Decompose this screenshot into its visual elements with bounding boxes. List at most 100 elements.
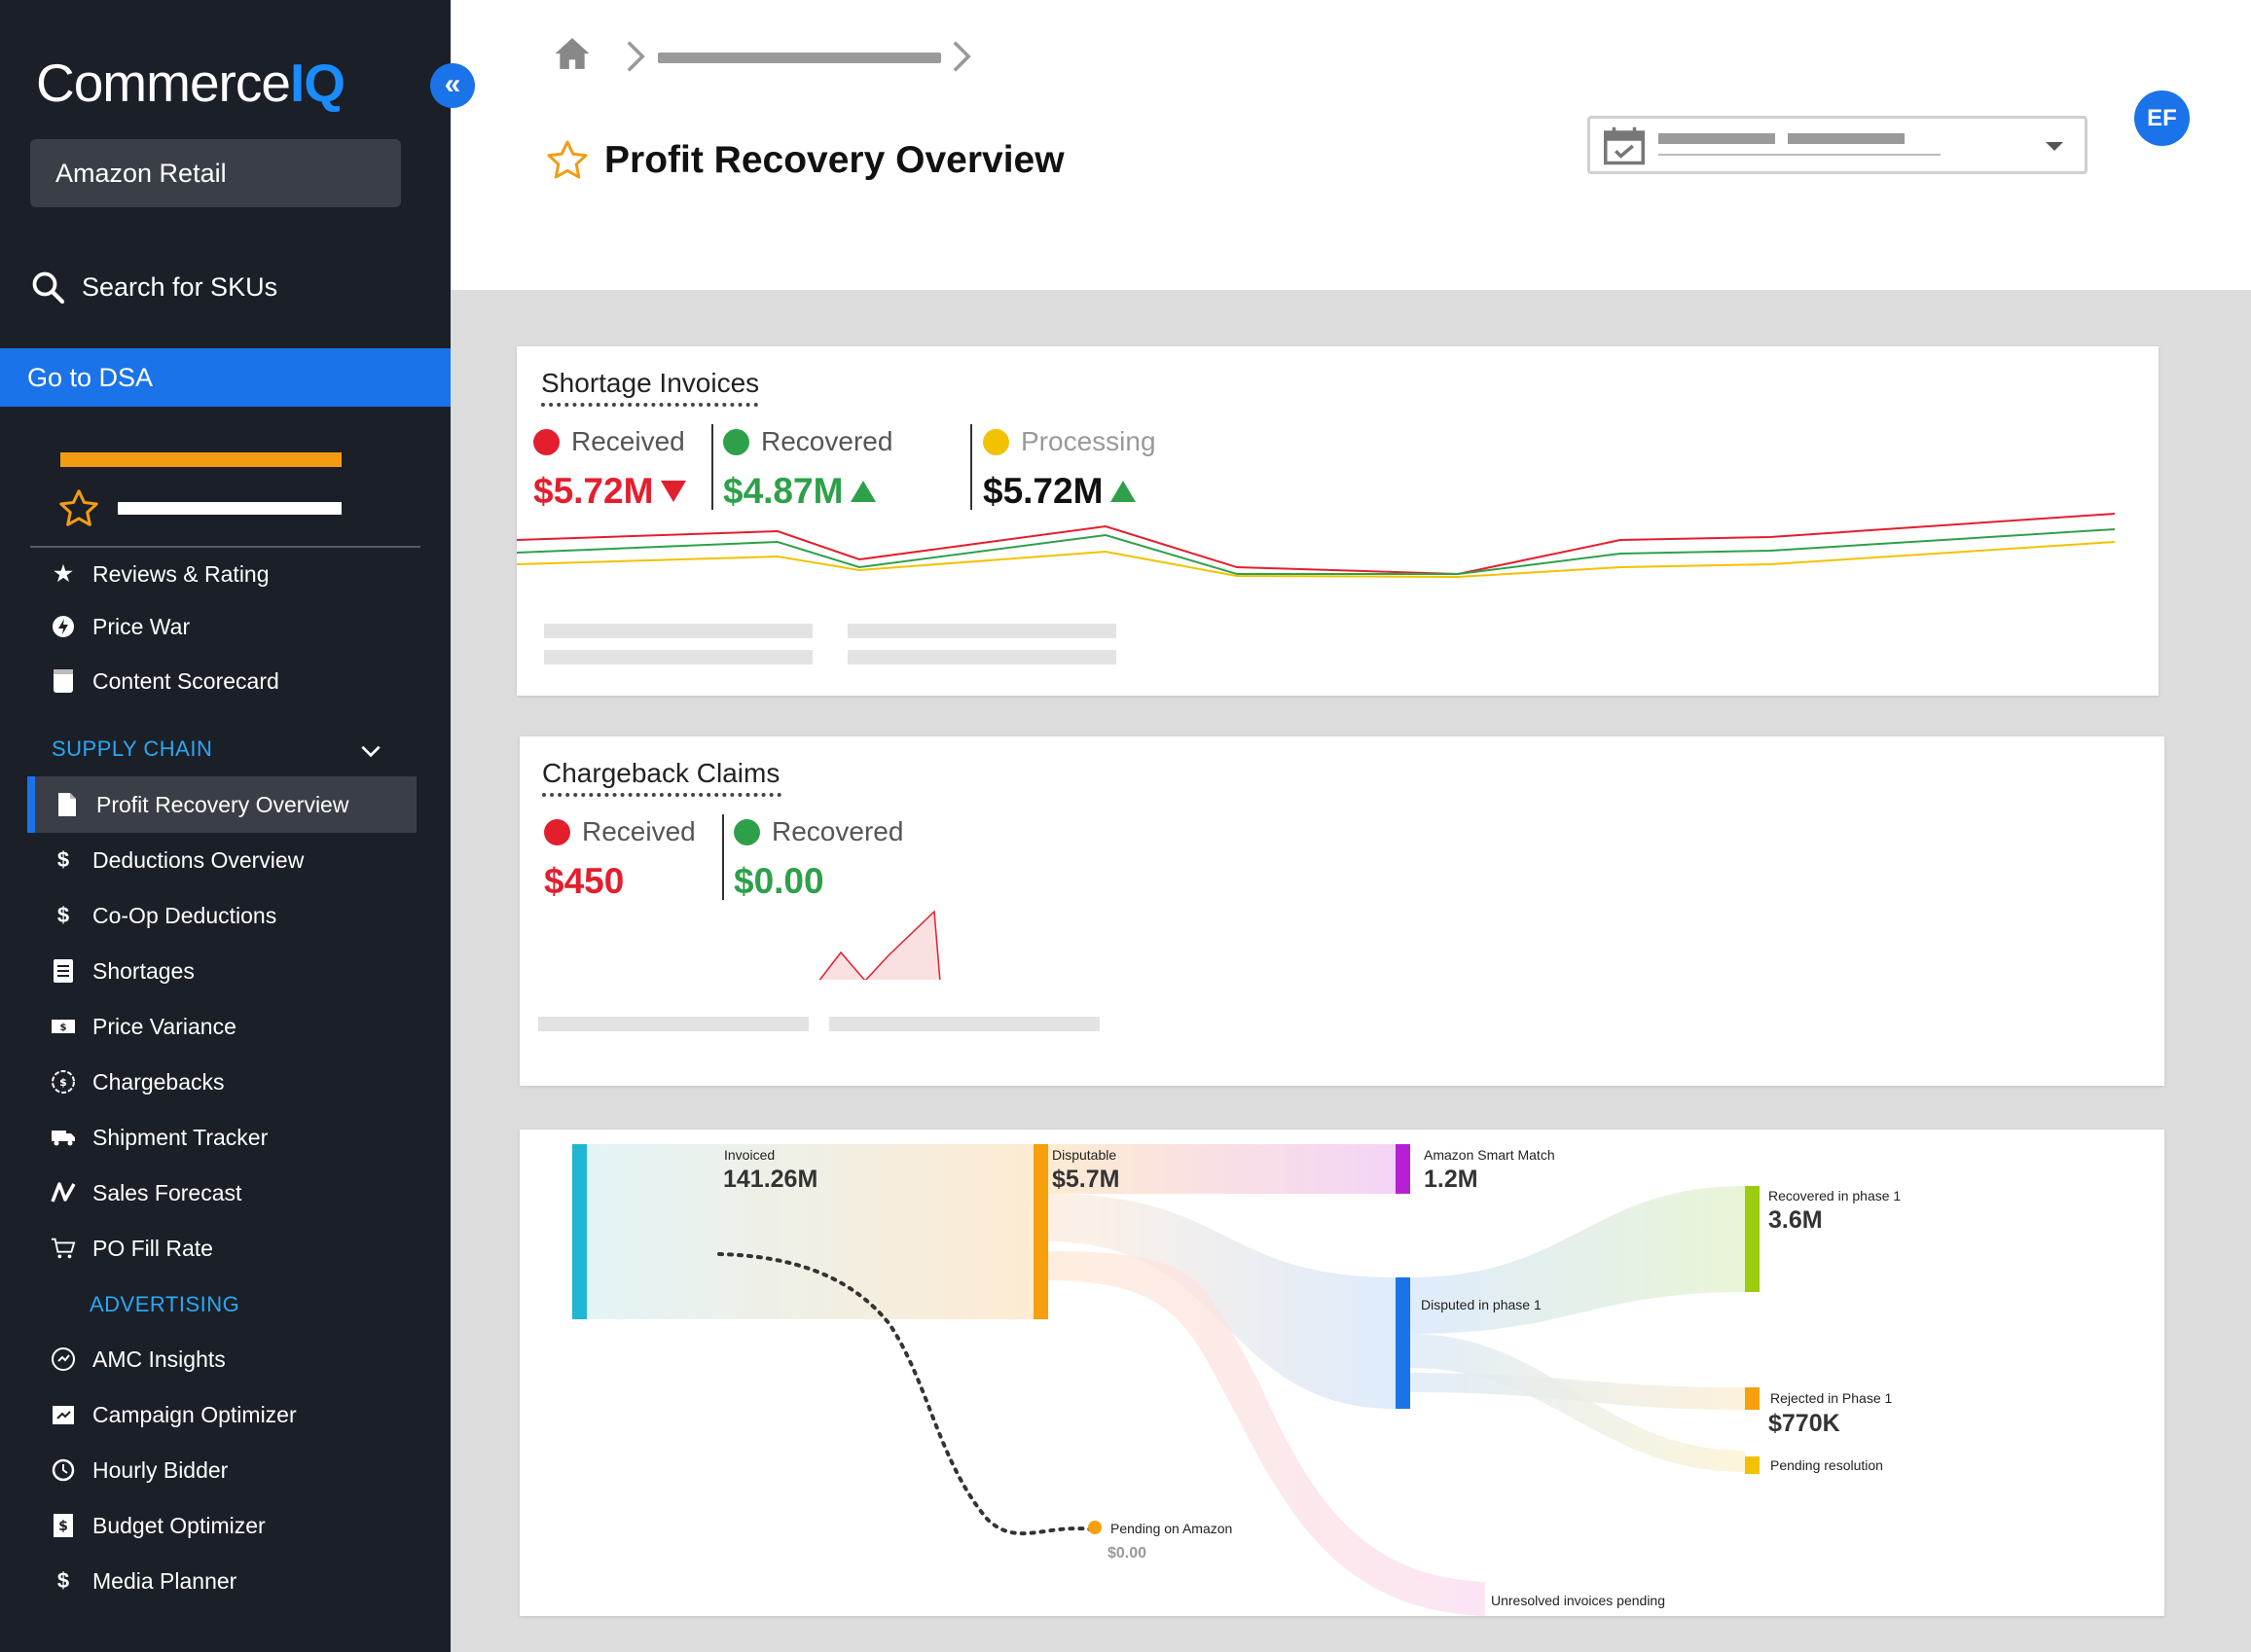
node-label: Pending on Amazon <box>1110 1521 1233 1536</box>
sidebar-item-price-war[interactable]: Price War <box>30 601 418 652</box>
sidebar-item-budget-optimizer[interactable]: $ Budget Optimizer <box>30 1500 418 1551</box>
received-area <box>818 910 941 980</box>
breadcrumb-placeholder[interactable] <box>658 53 941 63</box>
profit-recovery-sankey-card: Invoiced 141.26M Disputable $5.7M Amazon… <box>520 1130 2164 1616</box>
campaign-icon <box>51 1402 76 1427</box>
sidebar-item-label: Budget Optimizer <box>92 1512 266 1538</box>
collapse-sidebar-button[interactable]: « <box>430 63 475 108</box>
node-value: 1.2M <box>1424 1166 1478 1193</box>
sidebar-item-label: PO Fill Rate <box>92 1235 213 1261</box>
metric-received[interactable]: Received $5.72M <box>533 426 687 512</box>
metric-divider <box>970 424 972 510</box>
metric-received[interactable]: Received $450 <box>544 816 696 902</box>
node-value: $0.00 <box>1107 1545 1147 1562</box>
section-header-advertising[interactable]: ADVERTISING <box>90 1292 240 1316</box>
clock-icon <box>51 1457 76 1483</box>
sidebar-item-chargebacks[interactable]: $ Chargebacks <box>30 1057 418 1107</box>
sidebar-item-po-fill-rate[interactable]: PO Fill Rate <box>30 1223 418 1274</box>
sidebar-item-shipment-tracker[interactable]: Shipment Tracker <box>30 1112 418 1163</box>
recovered-line <box>517 528 2116 575</box>
sidebar-item-label: Chargebacks <box>92 1068 225 1095</box>
received-line <box>517 513 2116 576</box>
logo-accent-text: IQ <box>289 53 345 113</box>
pending-on-amazon-connector <box>717 1252 1094 1536</box>
sidebar-item-content-scorecard[interactable]: Content Scorecard <box>30 656 418 706</box>
metric-value: $0.00 <box>734 861 824 901</box>
sidebar-item-shortages[interactable]: Shortages <box>30 946 418 996</box>
sankey-diagram[interactable] <box>520 1130 2164 1616</box>
metric-label: Recovered <box>761 426 893 456</box>
shortage-invoices-card: Shortage Invoices Received $5.72M Recove… <box>517 346 2159 696</box>
shortage-trend-chart[interactable] <box>517 512 2159 609</box>
metric-recovered[interactable]: Recovered $0.00 <box>734 816 903 902</box>
chevron-down-icon[interactable] <box>358 738 383 764</box>
sidebar-item-co-op-deductions[interactable]: $ Co-Op Deductions <box>30 890 418 941</box>
dollar-icon: $ <box>56 847 70 872</box>
node-smart-match[interactable] <box>1396 1144 1410 1194</box>
double-chevron-left-icon: « <box>444 68 461 100</box>
node-label: Unresolved invoices pending <box>1491 1593 1665 1608</box>
link-disputed-rejected <box>1410 1373 1745 1410</box>
chargeback-claims-card: Chargeback Claims Received $450 Recovere… <box>520 736 2164 1086</box>
trend-up-icon <box>1110 481 1137 502</box>
link-disputed-pending <box>1410 1334 1745 1472</box>
metric-recovered[interactable]: Recovered $4.87M <box>723 426 892 512</box>
go-to-dsa-button[interactable]: Go to DSA <box>0 348 451 407</box>
metric-value: $4.87M <box>723 471 844 511</box>
favorite-star-icon[interactable] <box>543 137 592 184</box>
metric-processing[interactable]: Processing $5.72M <box>983 426 1156 512</box>
sidebar-item-label: Co-Op Deductions <box>92 902 277 928</box>
sidebar-item-label: Deductions Overview <box>92 846 305 873</box>
favorites-placeholder-bar <box>60 452 342 467</box>
node-pending-on-amazon[interactable] <box>1088 1521 1102 1534</box>
node-label: Disputable <box>1052 1147 1117 1163</box>
sidebar-item-label: Shipment Tracker <box>92 1124 269 1150</box>
sidebar-item-label: Hourly Bidder <box>92 1456 229 1483</box>
skeleton-bar <box>544 650 813 664</box>
date-end-placeholder <box>1788 133 1905 144</box>
node-rejected-phase1[interactable] <box>1745 1387 1760 1410</box>
trend-down-icon <box>661 481 687 502</box>
node-pending-resolution[interactable] <box>1745 1456 1760 1474</box>
sidebar-item-reviews-rating[interactable]: ★ Reviews & Rating <box>30 549 418 599</box>
sidebar-item-deductions-overview[interactable]: $ Deductions Overview <box>30 835 418 885</box>
node-disputable[interactable] <box>1034 1144 1048 1319</box>
legend-dot <box>533 428 560 455</box>
dropdown-caret-icon <box>2046 142 2063 151</box>
sidebar-item-sales-forecast[interactable]: Sales Forecast <box>30 1167 418 1218</box>
star-outline-icon[interactable] <box>56 486 101 531</box>
date-range-picker[interactable] <box>1587 116 2088 174</box>
node-recovered-phase1[interactable] <box>1745 1186 1760 1292</box>
user-avatar[interactable]: EF <box>2134 90 2190 146</box>
search-icon <box>32 271 65 305</box>
sidebar-item-label: Campaign Optimizer <box>92 1401 297 1427</box>
breadcrumb-chevron-icon <box>627 41 645 72</box>
sidebar-item-profit-recovery-overview[interactable]: Profit Recovery Overview <box>27 776 417 833</box>
chargeback-trend-chart[interactable] <box>520 902 2164 980</box>
link-invoiced-disputable <box>572 1144 1034 1319</box>
date-start-placeholder <box>1658 133 1775 144</box>
sidebar-item-campaign-optimizer[interactable]: Campaign Optimizer <box>30 1389 418 1440</box>
commerceiq-logo[interactable]: CommerceIQ <box>36 52 345 114</box>
node-disputed-phase1[interactable] <box>1396 1277 1410 1409</box>
sidebar-item-label: Reviews & Rating <box>92 560 270 587</box>
sidebar-item-label: Price War <box>92 613 191 639</box>
search-skus-button[interactable]: Search for SKUs <box>30 263 277 311</box>
section-header-supply-chain[interactable]: SUPPLY CHAIN <box>52 736 213 761</box>
sidebar-item-price-variance[interactable]: $ Price Variance <box>30 1001 418 1052</box>
retailer-selector[interactable]: Amazon Retail <box>30 139 401 207</box>
home-icon[interactable] <box>554 36 591 71</box>
favorite-item-placeholder[interactable] <box>118 502 342 515</box>
sidebar-item-label: Price Variance <box>92 1013 236 1039</box>
legend-dot <box>983 428 1009 455</box>
node-invoiced[interactable] <box>572 1144 587 1319</box>
price-tag-icon: $ <box>51 1014 76 1039</box>
sidebar-item-hourly-bidder[interactable]: Hourly Bidder <box>30 1445 418 1495</box>
card-title: Shortage Invoices <box>541 368 760 398</box>
sidebar-item-media-planner[interactable]: $ Media Planner <box>30 1556 418 1606</box>
sidebar-item-amc-insights[interactable]: AMC Insights <box>30 1334 418 1384</box>
cart-icon <box>51 1236 76 1261</box>
sidebar-item-label: AMC Insights <box>92 1346 226 1372</box>
svg-text:$: $ <box>60 1023 67 1033</box>
metric-value: $5.72M <box>533 471 654 511</box>
